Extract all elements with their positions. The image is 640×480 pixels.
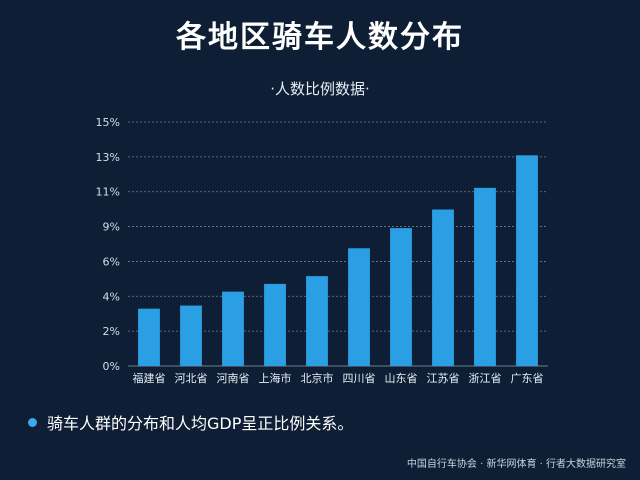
chart-title: 各地区骑车人数分布: [176, 20, 464, 55]
bullet-dot-icon: [28, 417, 37, 427]
bar: [306, 276, 328, 366]
bar: [264, 283, 286, 366]
y-tick-label: 2%: [103, 325, 120, 338]
bar: [390, 228, 412, 366]
bars: [138, 155, 538, 366]
y-tick-label: 6%: [103, 255, 120, 268]
x-tick-label: 上海市: [259, 371, 292, 385]
chart-subtitle: ·人数比例数据·: [270, 80, 370, 98]
y-tick-label: 4%: [103, 290, 120, 303]
x-tick-label: 山东省: [385, 372, 418, 385]
y-tick-label: 15%: [96, 116, 120, 129]
source-credit: 中国自行车协会 · 新华网体育 · 行者大数据研究室: [406, 459, 626, 470]
x-tick-label: 浙江省: [469, 372, 502, 385]
y-tick-label: 9%: [103, 221, 120, 234]
y-tick-labels: 0% 2% 4% 6% 9% 11% 13% 15%: [96, 116, 120, 373]
y-tick-label: 0%: [103, 360, 120, 373]
x-tick-label: 河北省: [175, 372, 208, 385]
x-tick-label: 北京市: [301, 371, 334, 385]
bar: [474, 187, 496, 366]
footnote-text: 骑车人群的分布和人均GDP呈正比例关系。: [47, 414, 354, 433]
bar: [432, 209, 454, 366]
x-tick-labels: 福建省 河北省 河南省 上海市 北京市 四川省 山东省 江苏省 浙江省 广东省: [133, 371, 544, 385]
x-tick-label: 四川省: [343, 372, 376, 385]
bar: [180, 305, 202, 366]
y-tick-label: 13%: [96, 151, 120, 164]
x-tick-label: 广东省: [511, 372, 544, 385]
x-tick-label: 福建省: [133, 371, 166, 385]
bar: [516, 155, 538, 366]
footnote: 骑车人群的分布和人均GDP呈正比例关系。: [28, 410, 353, 434]
bar: [222, 291, 244, 366]
x-tick-label: 河南省: [217, 372, 250, 385]
bar: [348, 248, 370, 366]
y-tick-label: 11%: [96, 186, 120, 199]
x-tick-label: 江苏省: [427, 372, 460, 385]
bar: [138, 308, 160, 366]
